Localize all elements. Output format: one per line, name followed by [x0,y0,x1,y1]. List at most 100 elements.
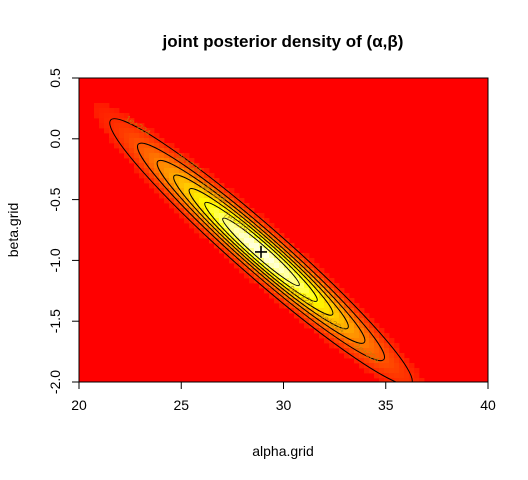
heatmap-cell [324,338,330,344]
heatmap-cell [124,113,130,119]
heatmap-cell [369,353,375,359]
heatmap-cell [229,228,235,234]
heatmap-cell [189,198,195,204]
heatmap-cell [279,273,285,279]
heatmap-cell [374,373,380,379]
heatmap-cell [379,368,385,374]
heatmap-cell [189,163,195,169]
heatmap-cell [169,173,175,179]
heatmap-cell [279,253,285,259]
heatmap-cell [384,368,390,374]
heatmap-cell [199,178,205,184]
heatmap-cell [284,258,290,264]
y-tick-label: -1.5 [47,309,63,333]
heatmap-cell [234,203,240,209]
heatmap-cell [174,153,180,159]
heatmap-cell [139,148,145,154]
heatmap-cell [244,243,250,249]
heatmap-cell [289,278,295,284]
heatmap-cell [154,188,160,194]
heatmap-cell [314,283,320,289]
heatmap-cell [194,223,200,229]
heatmap-cell [379,333,385,339]
heatmap-cell [159,143,165,149]
heatmap-cell [319,318,325,324]
heatmap-cell [154,148,160,154]
heatmap-cell [189,203,195,209]
heatmap-cell [309,283,315,289]
heatmap-cell [249,228,255,234]
heatmap-cell [224,253,230,259]
heatmap-cell [219,208,225,214]
heatmap-cell [354,333,360,339]
heatmap-cell [279,283,285,289]
heatmap-cell [374,358,380,364]
heatmap-cell [244,268,250,274]
heatmap-cell [219,188,225,194]
heatmap-cell [149,178,155,184]
heatmap-cell [144,153,150,159]
heatmap-cell [369,333,375,339]
heatmap-cell [249,223,255,229]
heatmap-cell [224,233,230,239]
heatmap-cell [109,133,115,139]
heatmap-cell [354,353,360,359]
heatmap-cell [249,278,255,284]
heatmap-cell [369,338,375,344]
heatmap-cell [184,173,190,179]
heatmap-cell [174,178,180,184]
heatmap-cell [274,233,280,239]
heatmap-cell [394,368,400,374]
heatmap-cell [214,178,220,184]
heatmap-cell [229,243,235,249]
heatmap-cell [329,313,335,319]
heatmap-cell [149,128,155,134]
heatmap-cell [229,253,235,259]
heatmap-cell [119,138,125,144]
heatmap-cell [134,123,140,129]
heatmap-cell [144,168,150,174]
heatmap-cell [419,378,425,382]
heatmap-cell [124,133,130,139]
heatmap-cell [274,268,280,274]
heatmap-cell [99,118,105,124]
heatmap-cell [199,198,205,204]
heatmap-cell [304,273,310,279]
heatmap-cell [364,358,370,364]
heatmap-cell [304,318,310,324]
heatmap-cell [404,363,410,369]
heatmap-cell [329,323,335,329]
heatmap-cell [139,143,145,149]
heatmap-cell [379,363,385,369]
heatmap-cell [169,183,175,189]
heatmap-cell [269,268,275,274]
heatmap-cell [204,208,210,214]
heatmap-cell [359,348,365,354]
heatmap-cell [294,263,300,269]
heatmap-cell [299,293,305,299]
heatmap-cell [229,218,235,224]
heatmap-cell [344,293,350,299]
heatmap-cell [259,268,265,274]
heatmap-cell [384,363,390,369]
heatmap-cell [384,333,390,339]
heatmap-cell [319,333,325,339]
heatmap-cell [414,378,420,382]
heatmap-cell [309,313,315,319]
heatmap-cell [379,343,385,349]
heatmap-cell [319,273,325,279]
heatmap-cell [199,228,205,234]
heatmap-cell [254,243,260,249]
heatmap-cell [244,223,250,229]
heatmap-cell [329,303,335,309]
heatmap-cell [139,138,145,144]
heatmap-cell [194,203,200,209]
heatmap-cell [129,153,135,159]
heatmap-cell [134,138,140,144]
heatmap-cell [169,193,175,199]
heatmap-cell [284,288,290,294]
heatmap-cell [344,348,350,354]
heatmap-cell [114,143,120,149]
heatmap-cell [159,153,165,159]
heatmap-cell [114,108,120,114]
